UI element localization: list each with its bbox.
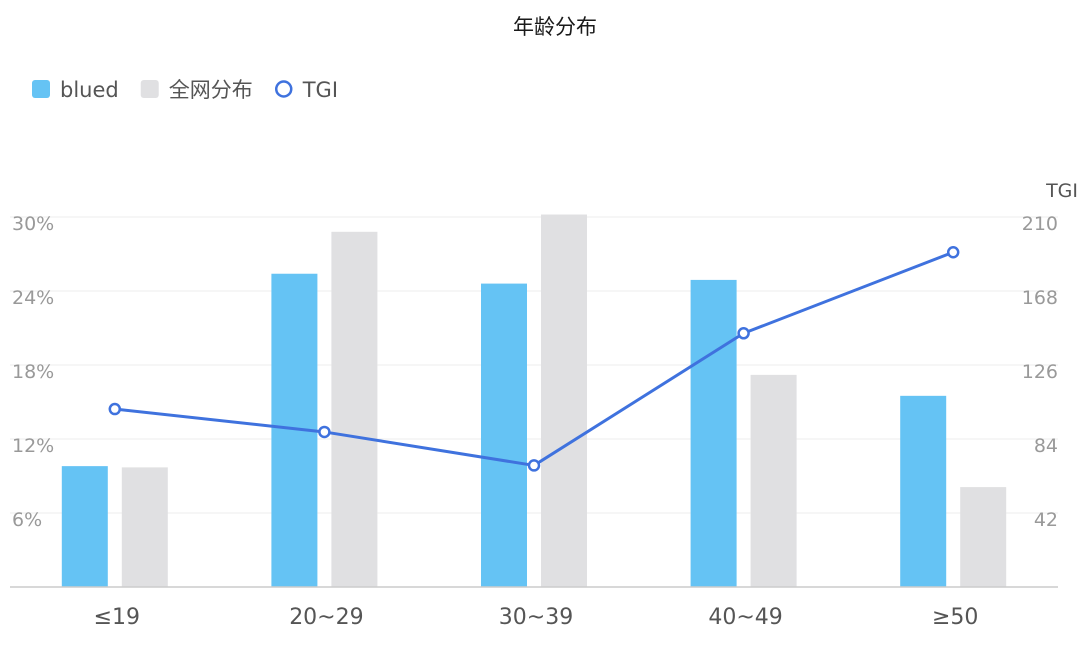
legend-label: blued bbox=[60, 78, 119, 102]
x-tick-label: 40~49 bbox=[708, 605, 782, 630]
bar-blued-0 bbox=[61, 466, 108, 587]
grid-lines bbox=[10, 216, 1058, 514]
y-right-tick-label: 84 bbox=[1034, 435, 1058, 457]
bars bbox=[61, 214, 1007, 588]
y-right-tick-label: 126 bbox=[1022, 361, 1058, 383]
tgi-point-1 bbox=[318, 425, 331, 439]
bar-blued-2 bbox=[481, 283, 527, 587]
bar-blued-4 bbox=[900, 395, 947, 587]
axes: 6% 12% 18% 24% 30% 42 84 126 168 210 TGI ≤19 20~29 30… bbox=[10, 180, 1078, 630]
legend-label: TGI bbox=[302, 78, 338, 102]
legend-item: 全网分布 bbox=[140, 78, 253, 102]
x-tick-label: 30~39 bbox=[499, 605, 573, 630]
legend-swatch bbox=[274, 80, 293, 98]
y-right-tick-label: 42 bbox=[1034, 509, 1058, 531]
bar-network-1 bbox=[331, 231, 378, 588]
y-left-tick-label: 18% bbox=[12, 361, 54, 383]
tgi-line-path bbox=[114, 250, 954, 467]
tgi-point-0 bbox=[108, 402, 122, 416]
bar-network-3 bbox=[750, 374, 797, 587]
legend-item: TGI bbox=[274, 78, 338, 102]
y-left-tick-label: 12% bbox=[12, 435, 54, 457]
legend-swatch bbox=[32, 80, 50, 98]
bar-network-4 bbox=[960, 487, 1007, 587]
bar-network-2 bbox=[541, 214, 587, 588]
x-tick-label: ≤19 bbox=[94, 605, 140, 630]
y-left-tick-label: 30% bbox=[12, 213, 54, 235]
y-right-axis-label: TGI bbox=[1045, 180, 1078, 202]
tgi-point-2 bbox=[527, 459, 541, 472]
legend: blued 全网分布 TGI bbox=[32, 78, 338, 102]
x-tick-label: ≥50 bbox=[932, 605, 978, 630]
bar-network-0 bbox=[121, 467, 168, 587]
tgi-point-4 bbox=[946, 245, 960, 259]
x-tick-label: 20~29 bbox=[289, 605, 363, 630]
y-right-tick-label: 210 bbox=[1022, 213, 1058, 235]
y-right-tick-label: 168 bbox=[1022, 287, 1058, 309]
bar-blued-3 bbox=[690, 279, 737, 587]
y-left-tick-label: 24% bbox=[12, 287, 54, 309]
legend-label: 全网分布 bbox=[169, 78, 253, 102]
tgi-line bbox=[108, 245, 960, 472]
chart-title: 年龄分布 bbox=[513, 15, 597, 39]
tgi-point-3 bbox=[737, 327, 750, 340]
y-left-tick-label: 6% bbox=[12, 509, 42, 531]
legend-item: blued bbox=[32, 78, 119, 102]
legend-swatch bbox=[140, 80, 159, 98]
